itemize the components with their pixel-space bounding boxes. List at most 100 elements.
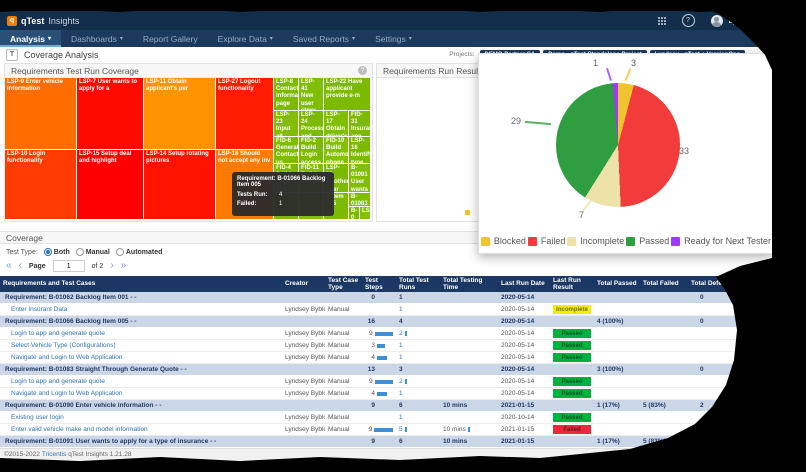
page-input[interactable]	[52, 260, 85, 272]
treemap-block[interactable]: FID-2 Build Login access to app	[298, 136, 324, 164]
first-page-button[interactable]: «	[6, 260, 12, 271]
prev-page-button[interactable]: ‹	[18, 260, 22, 271]
requirement-link[interactable]: Requirement: B-01090 Enter vehicle infor…	[5, 402, 162, 409]
total-test-runs-value[interactable]: 1	[399, 342, 403, 349]
test-steps-cell: 0	[371, 294, 375, 301]
nav-item-saved-reports[interactable]: Saved Reports ▾	[292, 33, 356, 44]
total-testing-time-cell: 10 mins	[440, 426, 498, 433]
total-defects-value: 0	[700, 318, 704, 325]
test-case-link[interactable]: Existing user login	[11, 414, 64, 421]
treemap-block[interactable]: LSP-16 Identify type of insuranc	[348, 136, 371, 164]
column-header[interactable]: Total Test Runs	[399, 276, 429, 291]
legend-item-failed[interactable]: Failed	[527, 236, 565, 246]
test-case-link[interactable]: Login to app and generate quote	[11, 378, 105, 385]
legend-item-passed[interactable]: Passed	[626, 236, 669, 246]
requirement-link[interactable]: Requirement: B-01062 Backlog Item 001 - …	[5, 294, 137, 301]
treemap-block[interactable]: LSP-17 Obtain driver's rating/hi	[323, 110, 349, 137]
treemap-block[interactable]: FID-31 Insurance app	[348, 110, 371, 137]
test-case-row: Navigate and Login to Web Application Lyn…	[0, 388, 782, 400]
radio-button-icon	[43, 248, 52, 256]
column-header[interactable]: Total Passed	[597, 280, 637, 288]
treemap-block[interactable]: LSP-14 Setup rotating pictures	[143, 149, 216, 220]
status-badge-failed: Failed	[553, 425, 591, 434]
treemap-block[interactable]: LSP-10 Login functionality	[4, 149, 77, 220]
legend-item-blocked[interactable]: Blocked	[480, 236, 526, 246]
column-header[interactable]: Creator	[285, 280, 309, 288]
column-header[interactable]: Last Run Date	[501, 280, 545, 288]
test-steps-bar	[374, 379, 393, 384]
column-header[interactable]: Total Failed	[643, 280, 679, 288]
last-run-result-cell: Passed	[550, 341, 594, 350]
treemap-block[interactable]: B-01083 Insight Thre	[348, 192, 371, 207]
total-test-runs-value[interactable]: 1	[399, 354, 403, 361]
requirement-link[interactable]: Requirement: B-01083 Straight Through Ge…	[5, 366, 187, 373]
treemap-block[interactable]: LSP-22 Have applicant provide e-m	[323, 77, 371, 111]
legend-item-ready-for-next-tester[interactable]: Ready for Next Tester	[671, 236, 771, 246]
radio-manual[interactable]: Manual	[75, 248, 110, 256]
treemap-block[interactable]: B-0	[348, 206, 360, 220]
test-case-link[interactable]: Enter Insurant Data	[11, 306, 68, 313]
treemap-block[interactable]: LSP-8 Contact information page	[273, 77, 299, 111]
test-case-link[interactable]: Navigate and Login to Web Application	[11, 390, 123, 397]
total-test-runs-value[interactable]: 2	[399, 378, 403, 385]
treemap-block[interactable]: LSP-11 Obtain applicant's per	[143, 77, 216, 150]
treemap-block[interactable]: LSP-23 Input all quote in formaci	[273, 110, 299, 137]
last-run-result-cell: Passed	[550, 389, 594, 398]
total-failed-cell: 5 (83%)	[643, 402, 666, 409]
column-header[interactable]: Requirements and Test Cases	[3, 280, 96, 288]
treemap-block[interactable]: B-01091 User wants to apply for	[348, 163, 371, 193]
nav-item-analysis[interactable]: Analysis ▾	[0, 30, 61, 47]
treemap-block[interactable]: FID-6 Generate Contact us page	[273, 136, 299, 164]
total-test-runs-value[interactable]: 1	[399, 390, 403, 397]
last-page-button[interactable]: »	[120, 260, 127, 271]
test-case-link[interactable]: Enter valid vehicle make and model infor…	[11, 426, 148, 433]
treemap-block[interactable]: LSP	[359, 206, 371, 220]
nav-item-explore-data[interactable]: Explore Data ▾	[217, 33, 273, 44]
last-run-date-cell: 2021-01-15	[501, 438, 535, 445]
test-case-link[interactable]: Navigate and Login to Web Application	[11, 354, 123, 361]
treemap-block[interactable]: LSP-7 User wants to apply for a	[76, 77, 144, 150]
column-header[interactable]: Test Case Type	[328, 276, 359, 291]
total-test-runs-value[interactable]: 5	[399, 426, 403, 433]
avatar[interactable]	[710, 14, 723, 27]
next-page-button[interactable]: ›	[110, 260, 114, 271]
nav-item-dashboards[interactable]: Dashboards ▾	[70, 33, 123, 44]
panel-help-icon[interactable]: ?	[358, 66, 367, 75]
total-test-runs-cell: 1	[396, 294, 440, 301]
test-case-link[interactable]: Login to app and generate quote	[11, 330, 105, 337]
treemap-block[interactable]: LSP-9 Enter vehicle information	[4, 77, 77, 150]
total-test-runs-value[interactable]: 1	[399, 306, 403, 313]
treemap-block[interactable]: LSP-15 Setup deal and highlight	[76, 149, 144, 220]
column-header[interactable]: Total Testing Time	[443, 276, 483, 291]
app-grid-icon[interactable]	[657, 16, 666, 25]
last-run-result-cell: Failed	[550, 425, 594, 434]
treemap-block[interactable]: LSP-24 Process and save quote to	[298, 110, 324, 137]
treemap-block[interactable]: FID-10 Build Automobile phone	[323, 136, 349, 164]
total-test-runs-value[interactable]: 1	[399, 414, 403, 421]
column-header[interactable]: Test Steps	[365, 276, 383, 291]
test-case-link[interactable]: Select Vehicle Type (Configurations)	[11, 342, 116, 349]
requirement-link[interactable]: Requirement: B-01091 User wants to apply…	[5, 438, 217, 445]
help-icon[interactable]: ?	[681, 14, 695, 27]
column-header[interactable]: Last Run Result	[553, 276, 581, 291]
requirement-link[interactable]: Requirement: B-01066 Backlog Item 005 - …	[5, 318, 137, 325]
treemap-block[interactable]: LSP-41 New user story to add to	[298, 77, 324, 111]
filter-icon[interactable]: T	[6, 48, 18, 61]
radio-both[interactable]: Both	[43, 248, 70, 256]
total-test-runs-cell: 4	[396, 318, 440, 325]
total-test-runs-value[interactable]: 2	[399, 330, 403, 337]
test-case-type-cell: Manual	[328, 342, 350, 349]
nav-item-settings[interactable]: Settings ▾	[375, 33, 412, 44]
total-test-runs-cell: 6	[396, 402, 440, 409]
last-run-date-cell: 2020-05-14	[501, 354, 535, 361]
tricentis-link[interactable]: Tricentis	[41, 451, 67, 458]
test-steps-cell: 9	[362, 378, 396, 385]
legend-item-incomplete[interactable]: Incomplete	[567, 236, 624, 246]
total-test-runs-cell: 5	[396, 426, 440, 433]
total-test-runs-cell: 2	[396, 378, 440, 385]
radio-automated[interactable]: Automated	[115, 248, 162, 256]
test-steps-cell: 9	[371, 438, 375, 445]
nav-item-report-gallery[interactable]: Report Gallery	[142, 33, 198, 44]
treemap-block[interactable]: LSP-27 Logout functionality	[215, 77, 274, 150]
requirements-run-results-pie[interactable]	[556, 83, 680, 207]
